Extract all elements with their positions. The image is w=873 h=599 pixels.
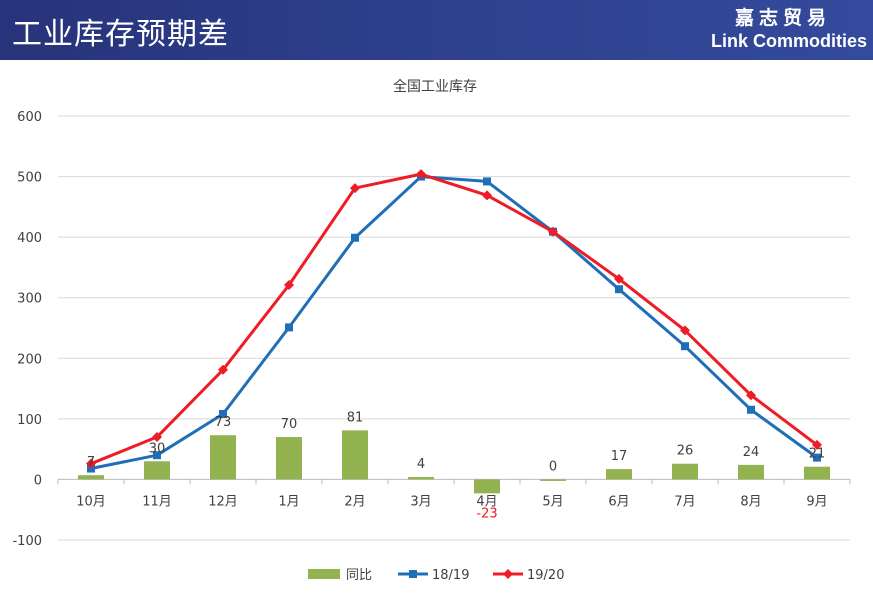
series-point	[219, 410, 227, 419]
legend-marker	[503, 569, 513, 579]
bar	[210, 435, 236, 480]
series-point	[614, 273, 624, 284]
bar-data-label: 4	[417, 457, 425, 472]
x-tick-label: 5月	[542, 494, 563, 509]
series-point	[482, 190, 492, 201]
legend-swatch	[308, 569, 340, 579]
bar	[474, 479, 500, 494]
bar-data-label: 7	[87, 455, 95, 470]
bar	[78, 475, 104, 480]
y-tick-label: 200	[17, 352, 42, 367]
bar	[540, 479, 566, 481]
x-tick-label: 8月	[740, 494, 761, 509]
page-title: 工业库存预期差	[12, 17, 229, 52]
series-point	[152, 432, 162, 443]
bar-data-label: 81	[347, 410, 364, 425]
series-point	[681, 342, 689, 351]
legend-marker	[409, 570, 417, 578]
chart-title: 全国工业库存	[393, 78, 477, 95]
bar-data-label: 24	[743, 445, 760, 460]
x-tick-label: 10月	[76, 494, 106, 509]
bar	[408, 477, 434, 480]
brand-name-en: Link Commodities	[710, 31, 867, 51]
series-line	[90, 175, 818, 470]
bar-data-label: 26	[677, 444, 694, 459]
bar	[144, 461, 170, 480]
bar	[672, 463, 698, 480]
bar-data-label: 21	[809, 447, 826, 462]
series-point	[284, 279, 294, 290]
series-point	[285, 323, 293, 332]
bar	[342, 430, 368, 480]
bar	[606, 469, 632, 480]
series-point	[548, 226, 558, 237]
series-line	[90, 172, 818, 466]
series-point	[416, 169, 426, 180]
x-tick-label: 7月	[674, 494, 695, 509]
bar-data-label: 0	[549, 459, 557, 474]
y-tick-label: 600	[17, 110, 42, 125]
series-point	[615, 285, 623, 294]
legend-label: 18/19	[432, 568, 469, 583]
bar-data-label: 70	[281, 417, 298, 432]
bar-data-label: 73	[215, 415, 232, 430]
header-banner: 工业库存预期差 嘉志贸易 Link Commodities	[0, 0, 873, 60]
legend-label: 19/20	[527, 568, 564, 583]
line-layer	[86, 169, 822, 473]
bar	[804, 466, 830, 480]
brand-name-cn: 嘉志贸易	[734, 7, 831, 29]
series-point	[746, 390, 756, 401]
bar-data-label: 17	[611, 449, 628, 464]
bar-layer	[78, 430, 830, 494]
x-tick-label: 12月	[208, 494, 238, 509]
x-tick-label: 11月	[142, 494, 172, 509]
bar-data-label: -23	[476, 506, 497, 521]
y-tick-label: -100	[12, 534, 42, 549]
y-tick-label: 400	[17, 231, 42, 246]
x-tick-label: 1月	[278, 494, 299, 509]
legend-label: 同比	[346, 568, 372, 583]
x-tick-label: 9月	[806, 494, 827, 509]
series-point	[351, 233, 359, 242]
series-point	[747, 405, 755, 414]
y-tick-label: 300	[17, 292, 42, 307]
x-tick-label: 3月	[410, 494, 431, 509]
y-tick-label: 500	[17, 171, 42, 186]
x-tick-label: 2月	[344, 494, 365, 509]
series-point	[153, 451, 161, 460]
series-point	[813, 453, 821, 462]
bar	[276, 437, 302, 480]
x-tick-label: 6月	[608, 494, 629, 509]
y-tick-label: 0	[34, 473, 42, 488]
series-point	[680, 325, 690, 336]
bar-data-label: 30	[149, 441, 166, 456]
series-point	[218, 364, 228, 375]
series-point	[483, 177, 491, 186]
x-tick-label: 4月	[476, 494, 497, 509]
bar	[738, 464, 764, 480]
series-point	[86, 458, 96, 469]
series-point	[350, 183, 360, 194]
y-tick-label: 100	[17, 413, 42, 428]
series-point	[812, 439, 822, 450]
legend-layer: 同比 18/19 19/20	[308, 568, 564, 583]
label-layer: 7 30 73 70 81 4 -23 0 17 26 24 21	[87, 410, 825, 521]
